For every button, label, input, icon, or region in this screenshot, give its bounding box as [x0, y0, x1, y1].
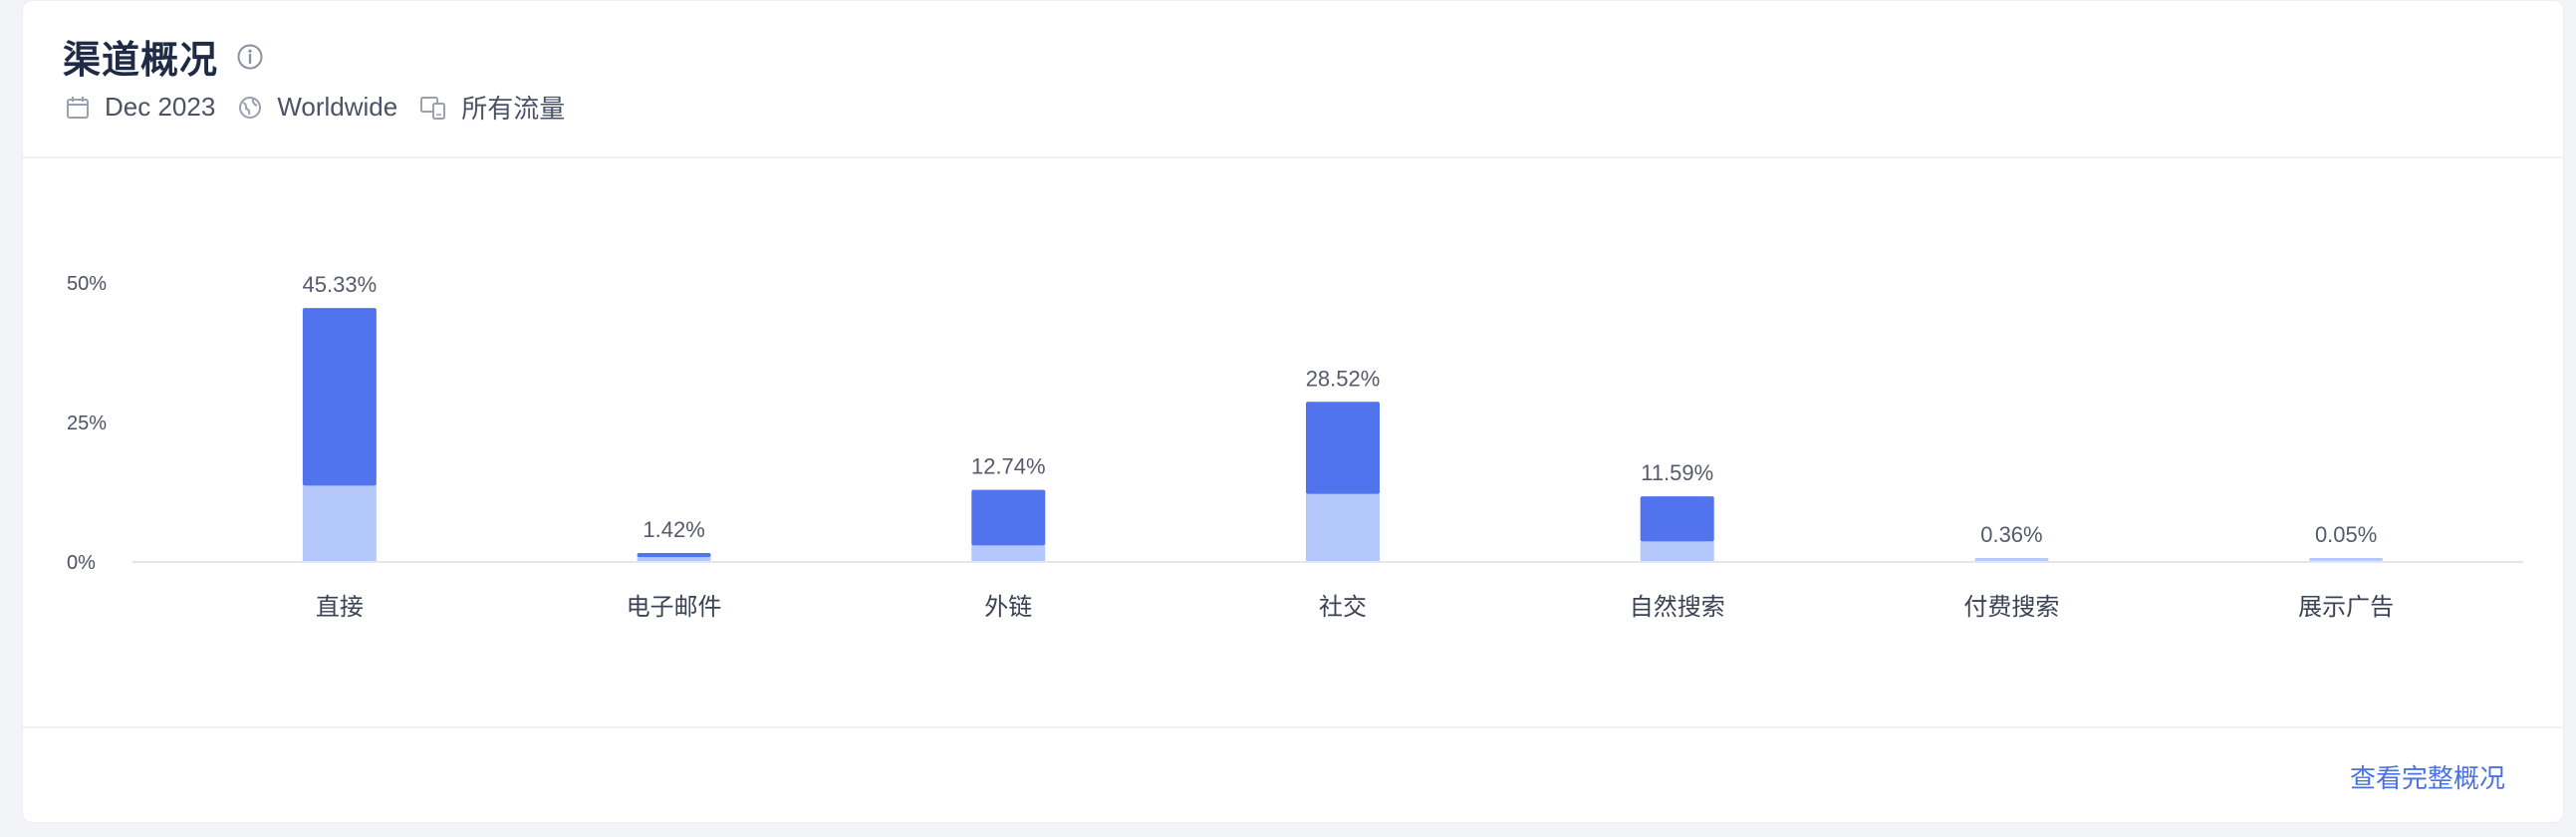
- bar-value-label: 45.33%: [303, 272, 378, 297]
- bar-segment-upper[interactable]: [637, 553, 711, 558]
- bar-value-label: 1.42%: [643, 517, 704, 542]
- title-row: 渠道概况: [63, 29, 264, 84]
- bar-segment-upper[interactable]: [971, 489, 1046, 546]
- globe-icon: [239, 96, 262, 119]
- y-tick-label: 0%: [67, 552, 96, 574]
- bar-segment-lower[interactable]: [637, 557, 711, 561]
- bar-value-label: 28.52%: [1306, 366, 1381, 391]
- bar-segment-lower[interactable]: [1640, 541, 1714, 561]
- bar-segment-lower[interactable]: [302, 485, 377, 561]
- card-title: 渠道概况: [63, 40, 219, 82]
- bar-segment-upper[interactable]: [1640, 496, 1714, 542]
- bar-segment-lower[interactable]: [1306, 493, 1380, 561]
- meta-row: Dec 2023 Worldwide 所有流量: [65, 89, 587, 126]
- bar-value-label: 11.59%: [1641, 460, 1713, 485]
- meta-region: Worldwide: [237, 92, 397, 123]
- meta-traffic: 所有流量: [419, 89, 565, 126]
- view-full-overview-link[interactable]: 查看完整概况: [2349, 763, 2505, 793]
- info-icon[interactable]: [236, 43, 264, 71]
- bar-value-label: 0.36%: [1980, 522, 2042, 547]
- bar-segment-upper[interactable]: [2309, 558, 2384, 561]
- bar-segment-lower[interactable]: [1974, 559, 2049, 561]
- bar-value-label: 12.74%: [971, 454, 1046, 479]
- x-category-label: 电子邮件: [627, 593, 722, 621]
- channel-bar-chart: 0% 25% 50% 45.33% 直接 1.42% 电子邮件 12.74% 外链 28.52% 社…: [67, 272, 2523, 621]
- x-category-label: 自然搜索: [1630, 593, 1725, 621]
- bar-segment-lower[interactable]: [971, 545, 1046, 561]
- x-category-label: 付费搜索: [1963, 593, 2059, 621]
- meta-date: Dec 2023: [65, 92, 215, 123]
- meta-date-text: Dec 2023: [105, 92, 216, 122]
- meta-region-text: Worldwide: [277, 92, 398, 122]
- x-category-label: 直接: [316, 593, 364, 621]
- x-category-label: 外链: [984, 593, 1032, 621]
- bar-segment-upper[interactable]: [1306, 402, 1380, 494]
- channel-overview-card: 渠道概况 Dec 2023: [22, 0, 2564, 823]
- bar-value-label: 0.05%: [2315, 522, 2377, 547]
- bar-segment-upper[interactable]: [1974, 558, 2049, 560]
- devices-icon: [420, 96, 446, 120]
- calendar-icon: [67, 96, 89, 119]
- card-header: 渠道概况 Dec 2023: [23, 1, 2563, 158]
- bar-segment-upper[interactable]: [302, 308, 377, 486]
- y-tick-label: 50%: [67, 273, 107, 295]
- x-category-label: 展示广告: [2298, 593, 2394, 621]
- meta-traffic-text: 所有流量: [461, 94, 566, 124]
- card-footer: 查看完整概况: [23, 726, 2563, 822]
- y-tick-label: 25%: [67, 413, 107, 434]
- x-category-label: 社交: [1319, 593, 1367, 621]
